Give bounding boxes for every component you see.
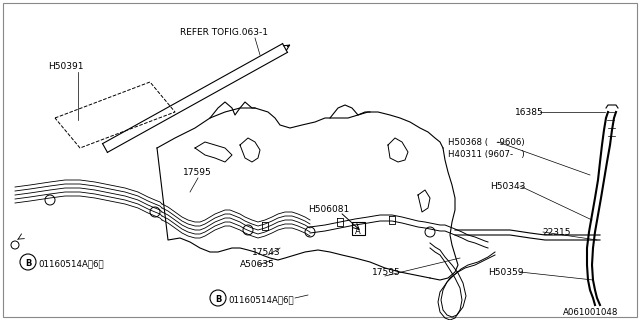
Text: A: A (355, 227, 361, 236)
Text: 16385: 16385 (515, 108, 544, 117)
Text: 01160514A（6）: 01160514A（6） (228, 295, 294, 304)
Text: H50343: H50343 (490, 182, 525, 191)
Text: A061001048: A061001048 (563, 308, 618, 317)
Text: H40311 (9607-   ): H40311 (9607- ) (448, 150, 525, 159)
Text: 17543: 17543 (252, 248, 280, 257)
Text: B: B (215, 294, 221, 303)
Text: 17595: 17595 (183, 168, 212, 177)
Text: A50635: A50635 (240, 260, 275, 269)
Text: H50368 (   -9606): H50368 ( -9606) (448, 138, 525, 147)
FancyBboxPatch shape (351, 221, 365, 235)
Text: H50391: H50391 (48, 62, 83, 71)
Text: 17595: 17595 (372, 268, 401, 277)
Text: H506081: H506081 (308, 205, 349, 214)
FancyBboxPatch shape (3, 3, 637, 317)
Text: REFER TOFIG.063-1: REFER TOFIG.063-1 (180, 28, 268, 37)
Text: B: B (25, 259, 31, 268)
Text: 22315: 22315 (542, 228, 570, 237)
Text: 01160514A（6）: 01160514A（6） (38, 259, 104, 268)
Text: H50359: H50359 (488, 268, 524, 277)
